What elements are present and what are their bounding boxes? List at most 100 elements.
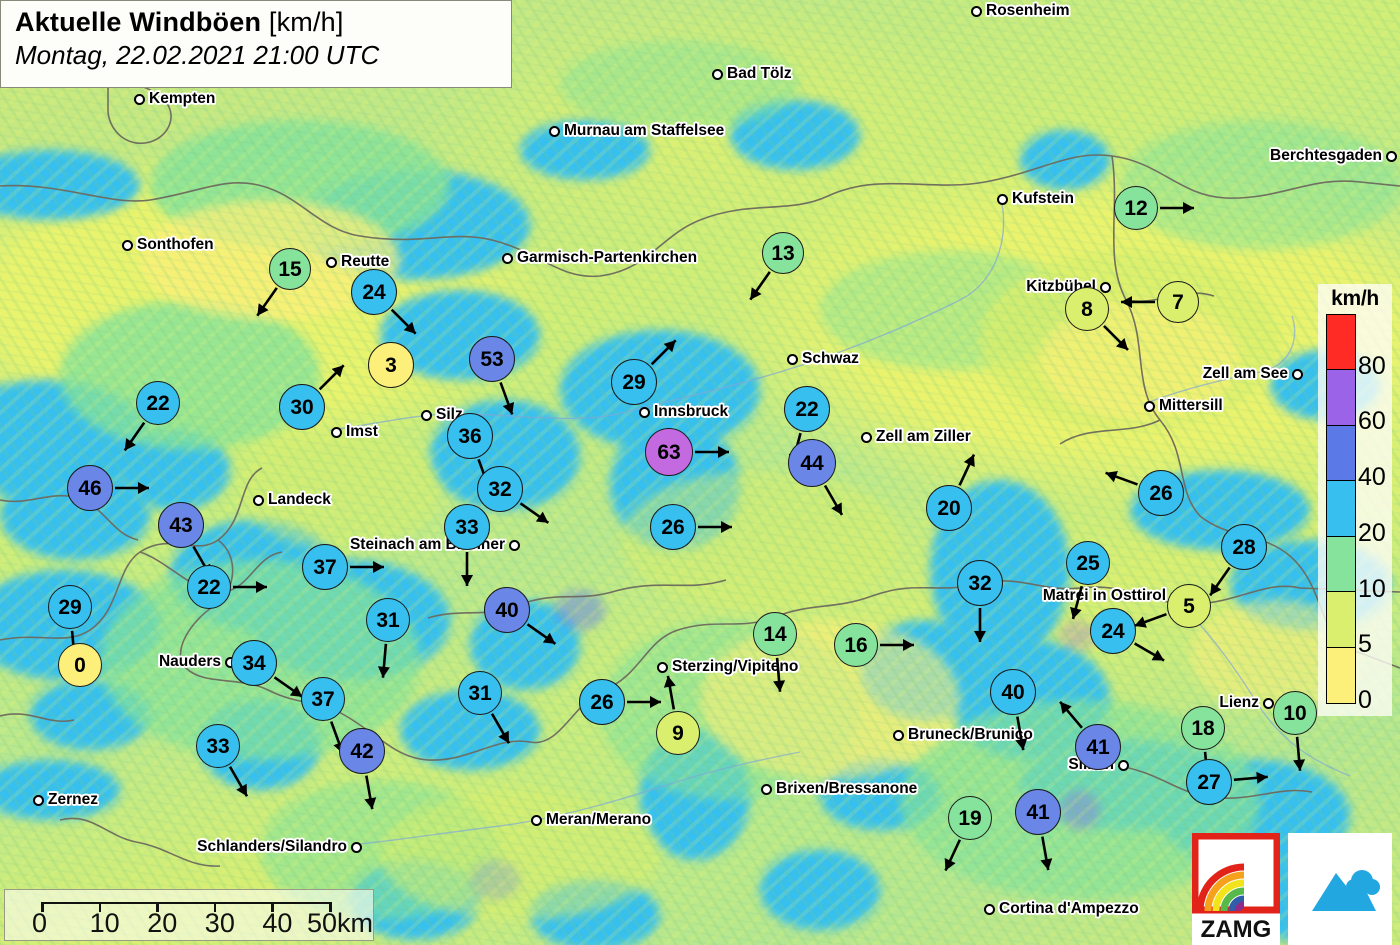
station-value-badge[interactable]: 26 bbox=[579, 679, 625, 725]
station-value-badge[interactable]: 24 bbox=[351, 269, 397, 315]
station-value-badge[interactable]: 44 bbox=[788, 439, 836, 487]
legend-segment-40 bbox=[1327, 425, 1355, 482]
city-marker: Lienz bbox=[1219, 694, 1274, 712]
city-marker: Matrei in Osttirol bbox=[1043, 587, 1181, 605]
city-marker: Landeck bbox=[253, 491, 331, 509]
scale-tick bbox=[213, 902, 217, 912]
station-value-badge[interactable]: 13 bbox=[762, 232, 804, 274]
station-value-badge[interactable]: 7 bbox=[1157, 281, 1199, 323]
city-dot-icon bbox=[893, 729, 904, 741]
station-value-badge[interactable]: 12 bbox=[1114, 186, 1158, 230]
station-value-badge[interactable]: 26 bbox=[650, 504, 696, 550]
station-value-badge[interactable]: 20 bbox=[926, 485, 972, 531]
city-dot-icon bbox=[326, 256, 337, 268]
station-value-badge[interactable]: 14 bbox=[753, 612, 797, 656]
legend-segment-10 bbox=[1327, 536, 1355, 593]
station-value-badge[interactable]: 25 bbox=[1066, 541, 1110, 585]
city-label: Garmisch-Partenkirchen bbox=[517, 249, 698, 266]
station-value-badge[interactable]: 9 bbox=[656, 711, 700, 755]
legend-unit-label: km/h bbox=[1331, 287, 1379, 310]
station-value-badge[interactable]: 42 bbox=[339, 728, 385, 774]
city-marker: Rosenheim bbox=[971, 2, 1070, 20]
station-value-badge[interactable]: 8 bbox=[1065, 287, 1109, 331]
city-label: Berchtesgaden bbox=[1270, 147, 1382, 164]
scale-label-40: 40 bbox=[262, 908, 293, 938]
station-value-badge[interactable]: 31 bbox=[458, 671, 502, 715]
city-label: Matrei in Osttirol bbox=[1042, 587, 1166, 604]
city-label: Sonthofen bbox=[137, 236, 214, 253]
station-value-badge[interactable]: 26 bbox=[1138, 470, 1184, 516]
scale-label-20: 20 bbox=[147, 908, 178, 938]
partner-logo bbox=[1288, 833, 1392, 945]
station-value-badge[interactable]: 22 bbox=[784, 386, 830, 432]
city-marker: Murnau am Staffelsee bbox=[549, 122, 724, 140]
city-marker: Reutte bbox=[326, 253, 389, 271]
station-value-badge[interactable]: 15 bbox=[269, 248, 311, 290]
scale-label-10: 10 bbox=[89, 908, 120, 938]
station-value-badge[interactable]: 22 bbox=[136, 381, 180, 425]
station-value-badge[interactable]: 43 bbox=[158, 502, 204, 548]
station-value-badge[interactable]: 36 bbox=[447, 413, 493, 459]
city-dot-icon bbox=[712, 68, 723, 80]
scale-tick bbox=[41, 902, 44, 912]
station-value-badge[interactable]: 40 bbox=[484, 587, 530, 633]
city-marker: Schlanders/Silandro bbox=[197, 838, 362, 856]
scale-tick bbox=[271, 902, 274, 912]
station-value-badge[interactable]: 32 bbox=[957, 560, 1003, 606]
station-value-badge[interactable]: 32 bbox=[477, 466, 523, 512]
city-marker: Schwaz bbox=[787, 350, 859, 368]
scale-label-0: 0 bbox=[32, 908, 48, 938]
station-value-badge[interactable]: 22 bbox=[187, 565, 231, 609]
station-value-badge[interactable]: 40 bbox=[990, 669, 1036, 715]
city-dot-icon bbox=[1144, 400, 1155, 412]
station-value-badge[interactable]: 24 bbox=[1090, 608, 1136, 654]
city-label: Reutte bbox=[341, 253, 390, 270]
city-marker: Mittersill bbox=[1144, 397, 1223, 415]
legend-tick-10: 10 bbox=[1358, 574, 1386, 603]
city-label: Zernez bbox=[48, 791, 98, 808]
station-value-badge[interactable]: 28 bbox=[1221, 524, 1267, 570]
city-dot-icon bbox=[253, 494, 264, 506]
title-heading: Aktuelle Windböen bbox=[15, 7, 262, 37]
station-value-badge[interactable]: 30 bbox=[279, 384, 325, 430]
city-label: Lienz bbox=[1219, 694, 1259, 711]
station-value-badge[interactable]: 37 bbox=[301, 677, 345, 721]
scale-tick bbox=[156, 902, 159, 912]
station-value-badge[interactable]: 53 bbox=[469, 336, 515, 382]
city-marker: Brixen/Bressanone bbox=[761, 780, 917, 798]
title-timestamp: Montag, 22.02.2021 21:00 UTC bbox=[15, 40, 380, 70]
city-marker: Kempten bbox=[134, 90, 215, 108]
station-value-badge[interactable]: 27 bbox=[1186, 759, 1232, 805]
station-value-badge[interactable]: 37 bbox=[302, 544, 348, 590]
station-value-badge[interactable]: 0 bbox=[58, 643, 102, 687]
city-marker: Kufstein bbox=[997, 190, 1074, 208]
station-value-badge[interactable]: 33 bbox=[444, 504, 490, 550]
scale-label-30: 30 bbox=[204, 908, 235, 938]
city-dot-icon bbox=[134, 93, 145, 105]
station-value-badge[interactable]: 41 bbox=[1015, 789, 1061, 835]
station-value-badge[interactable]: 5 bbox=[1167, 584, 1211, 628]
station-value-badge[interactable]: 18 bbox=[1181, 706, 1225, 750]
city-dot-icon bbox=[787, 353, 798, 365]
station-value-badge[interactable]: 29 bbox=[48, 585, 92, 629]
city-dot-icon bbox=[639, 406, 650, 418]
station-value-badge[interactable]: 10 bbox=[1273, 691, 1317, 735]
city-dot-icon bbox=[502, 252, 513, 264]
station-value-badge[interactable]: 33 bbox=[196, 724, 240, 768]
legend-tick-60: 60 bbox=[1358, 407, 1386, 436]
station-value-badge[interactable]: 34 bbox=[231, 640, 277, 686]
station-value-badge[interactable]: 29 bbox=[611, 359, 657, 405]
station-value-badge[interactable]: 63 bbox=[645, 428, 693, 476]
station-value-badge[interactable]: 41 bbox=[1075, 724, 1121, 770]
city-label: Bad Tölz bbox=[727, 65, 792, 82]
station-value-badge[interactable]: 3 bbox=[368, 342, 414, 388]
city-dot-icon bbox=[351, 841, 362, 853]
city-label: Innsbruck bbox=[654, 403, 729, 420]
station-value-badge[interactable]: 31 bbox=[366, 598, 410, 642]
city-dot-icon bbox=[33, 794, 44, 806]
legend-tick-20: 20 bbox=[1358, 518, 1386, 547]
station-value-badge[interactable]: 16 bbox=[834, 623, 878, 667]
station-value-badge[interactable]: 19 bbox=[948, 796, 992, 840]
station-value-badge[interactable]: 46 bbox=[67, 465, 113, 511]
city-marker: Nauders bbox=[159, 653, 236, 671]
